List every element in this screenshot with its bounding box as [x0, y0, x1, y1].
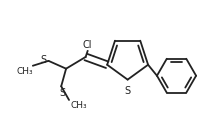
Text: S: S — [59, 88, 65, 98]
Text: CH₃: CH₃ — [70, 101, 87, 110]
Text: CH₃: CH₃ — [16, 67, 33, 76]
Text: S: S — [40, 55, 47, 65]
Text: Cl: Cl — [83, 40, 92, 50]
Text: S: S — [125, 86, 131, 97]
